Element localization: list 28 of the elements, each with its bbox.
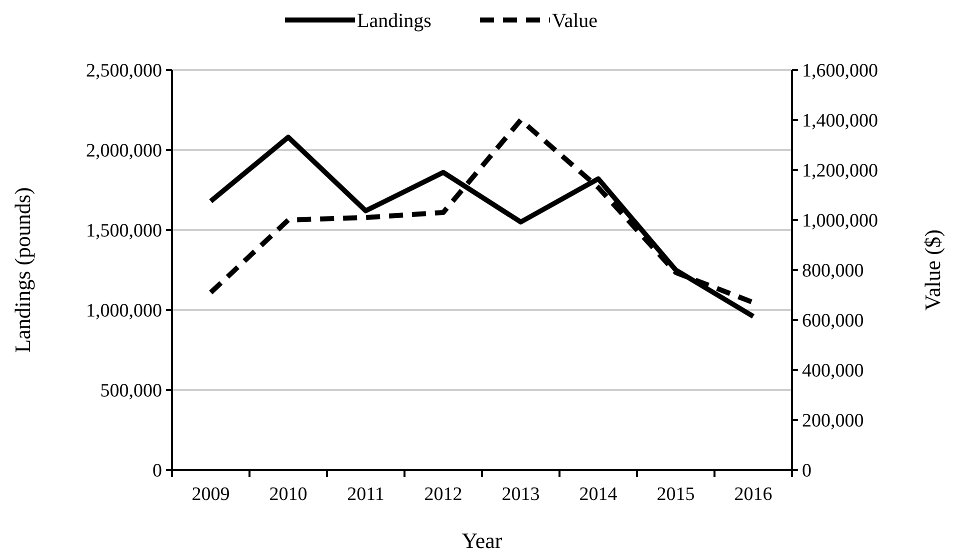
- y-tick-label: 1,000,000: [86, 300, 162, 322]
- x-axis-title: Year: [462, 528, 503, 553]
- y2-tick-label: 0: [802, 460, 812, 482]
- y2-tick-label: 1,200,000: [802, 160, 878, 182]
- x-tick-label: 2010: [269, 484, 308, 505]
- y-tick-label: 2,000,000: [86, 140, 162, 162]
- x-tick-label: 2011: [347, 484, 384, 505]
- legend-label: Landings: [357, 10, 432, 32]
- x-tick-label: 2013: [502, 484, 540, 505]
- y2-tick-label: 600,000: [802, 310, 864, 332]
- y-tick-label: 1,500,000: [86, 220, 162, 242]
- y2-tick-label: 1,400,000: [802, 110, 878, 132]
- y-tick-label: 0: [152, 460, 162, 482]
- y2-tick-label: 1,000,000: [802, 210, 878, 232]
- y-tick-label: 500,000: [100, 380, 162, 402]
- y2-tick-label: 800,000: [802, 260, 864, 282]
- y2-axis-title: Value ($): [920, 229, 945, 311]
- y-axis-title: Landings (pounds): [10, 187, 35, 353]
- x-tick-label: 2016: [734, 484, 772, 505]
- y2-tick-label: 1,600,000: [802, 60, 878, 82]
- y-tick-label: 2,500,000: [86, 60, 162, 82]
- x-tick-label: 2009: [192, 484, 230, 505]
- x-tick-label: 2015: [656, 484, 695, 505]
- y2-tick-label: 200,000: [802, 410, 864, 432]
- x-tick-label: 2014: [579, 484, 618, 505]
- x-tick-label: 2012: [424, 484, 462, 505]
- y2-tick-label: 400,000: [802, 360, 864, 382]
- legend-label: Value: [552, 10, 598, 32]
